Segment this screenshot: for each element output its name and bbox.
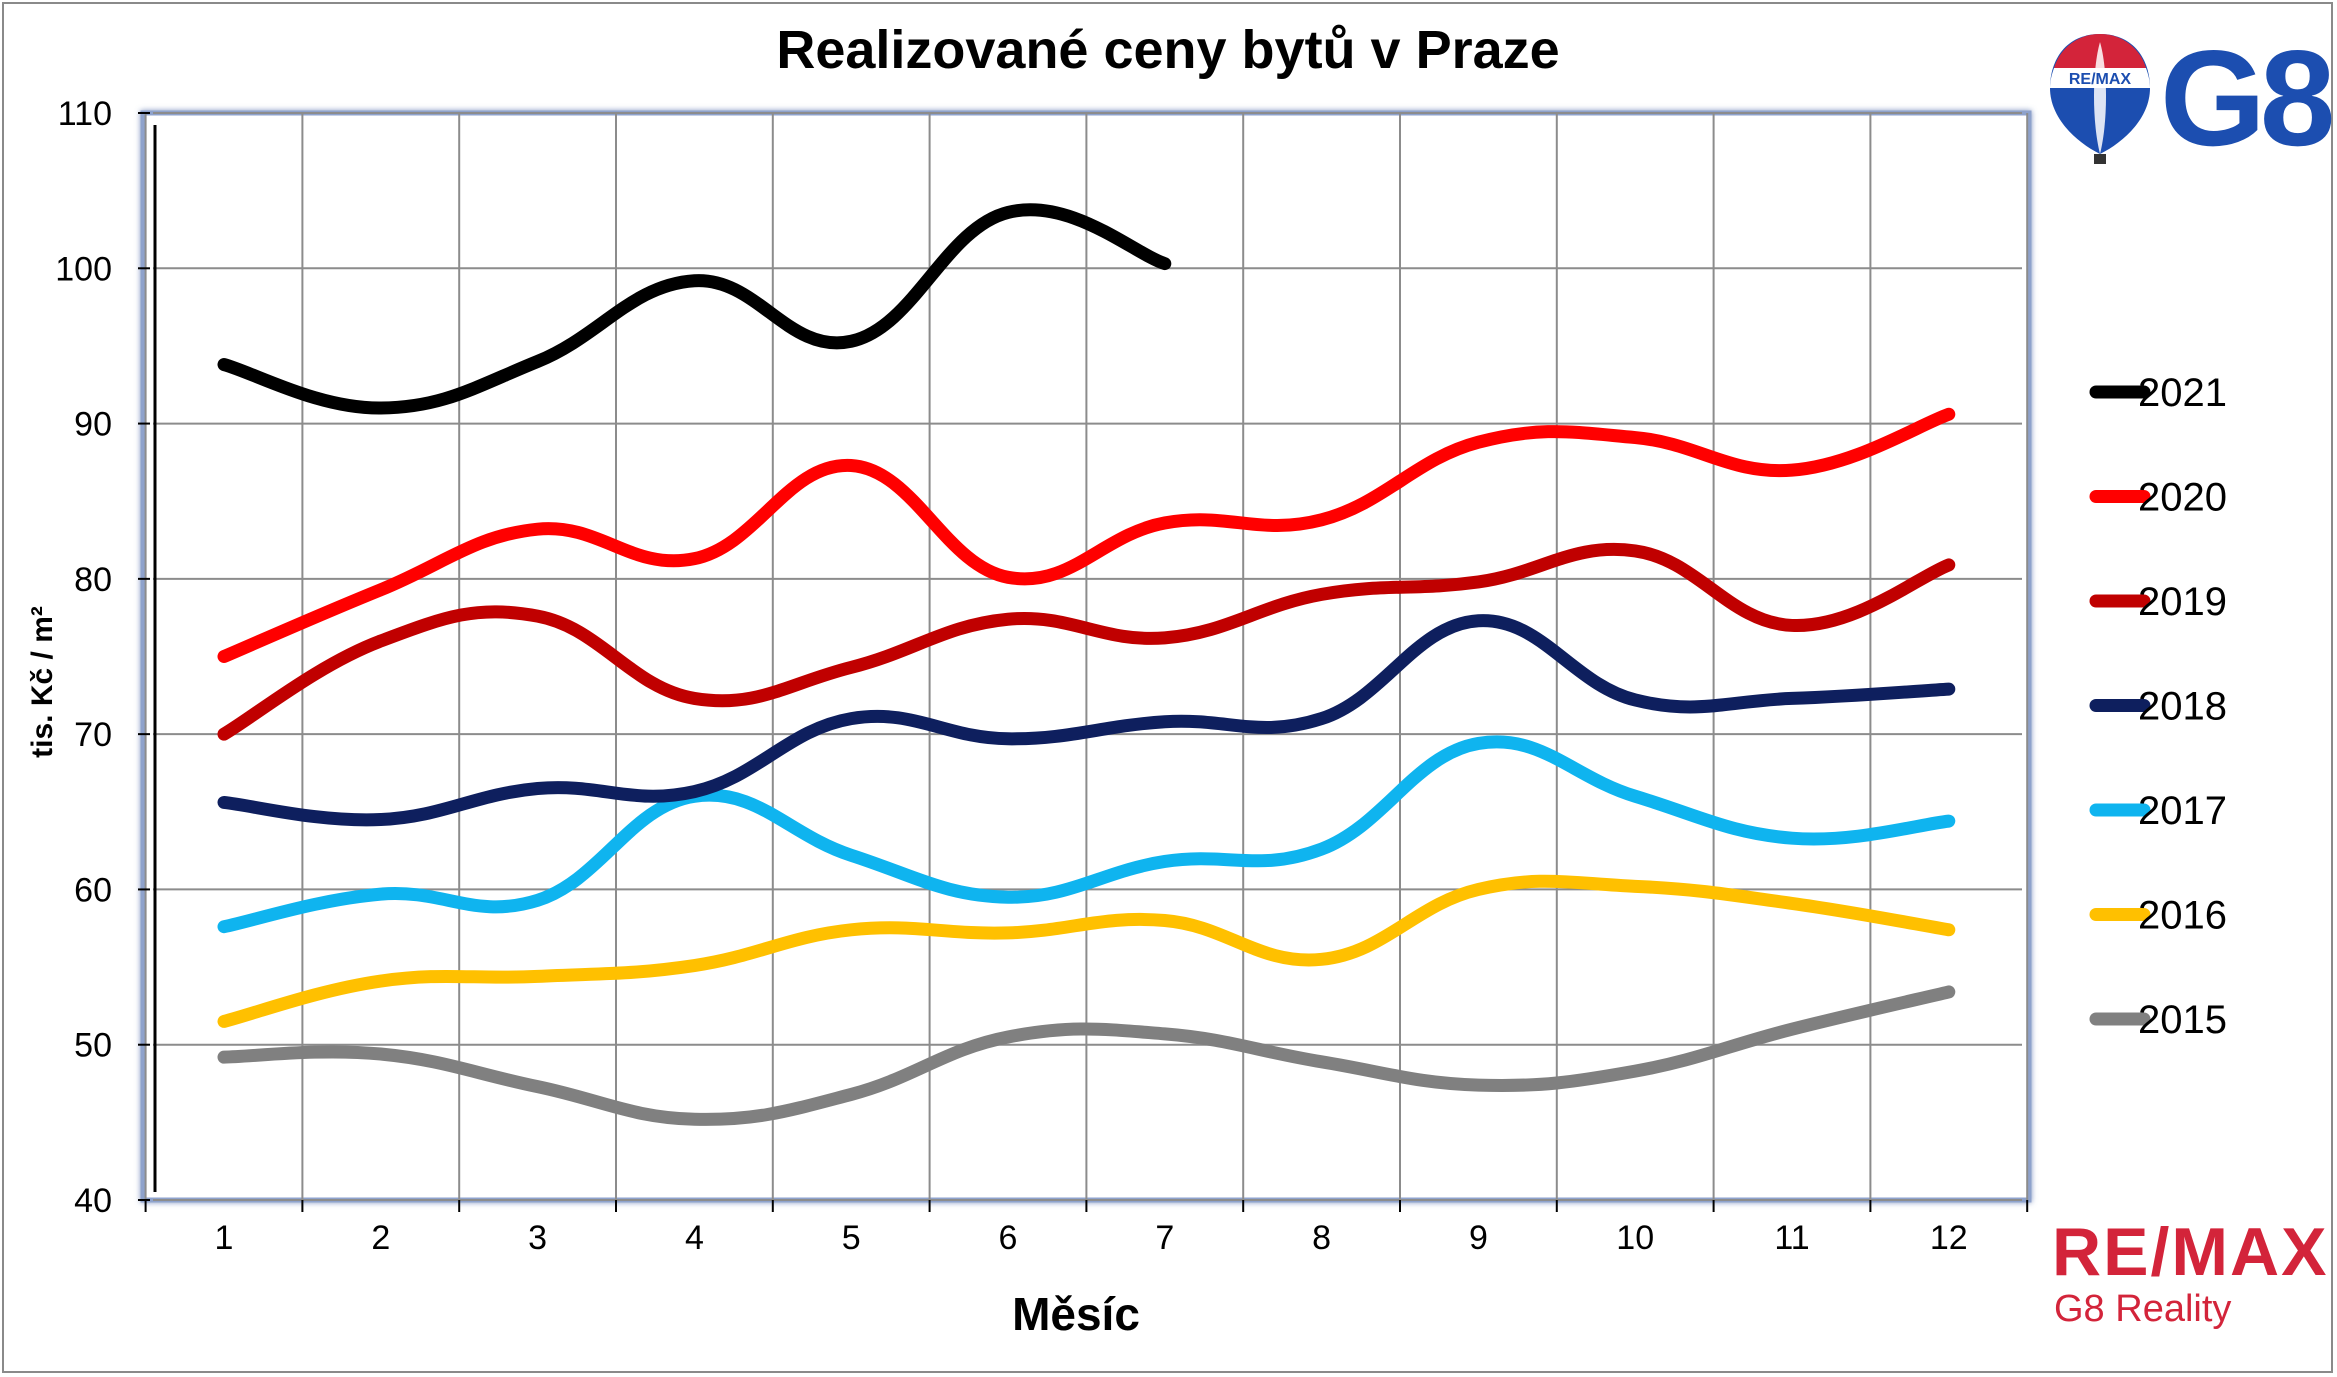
series-line-2021 — [217, 203, 1172, 415]
y-tick-label: 70 — [74, 716, 112, 754]
series-line-2020 — [217, 407, 1956, 663]
legend-label-2016: 2016 — [2138, 894, 2227, 938]
legend-label-2015: 2015 — [2138, 998, 2227, 1042]
series-line-2019 — [217, 542, 1956, 741]
balloon-logo-text: RE/MAX — [2069, 71, 2132, 88]
legend-label-2021: 2021 — [2138, 371, 2227, 415]
y-tick-label: 100 — [55, 250, 112, 288]
remax-wordmark: RE/MAX — [2052, 1214, 2329, 1290]
legend-label-2020: 2020 — [2138, 476, 2227, 520]
y-tick-label: 110 — [58, 95, 112, 133]
g8-reality-text: G8 Reality — [2054, 1288, 2232, 1330]
y-tick-label: 90 — [74, 406, 112, 444]
y-tick-label: 50 — [74, 1027, 112, 1065]
x-tick-label: 2 — [371, 1219, 390, 1257]
x-tick-label: 6 — [999, 1219, 1018, 1257]
series-line-2017 — [217, 735, 1956, 934]
x-tick-label: 12 — [1930, 1219, 1968, 1257]
x-tick-label: 9 — [1469, 1219, 1488, 1257]
x-tick-label: 7 — [1155, 1219, 1174, 1257]
y-tick-label: 60 — [74, 871, 112, 909]
series-line-2015 — [217, 985, 1956, 1126]
x-tick-label: 4 — [685, 1219, 704, 1257]
legend: 2021 2020 2019 2018 2017 2016 2015 — [2089, 371, 2227, 1042]
x-tick-label: 11 — [1774, 1219, 1809, 1257]
x-axis-label: Měsíc — [1012, 1288, 1140, 1340]
legend-label-2019: 2019 — [2138, 580, 2227, 624]
x-tick-label: 10 — [1616, 1219, 1654, 1257]
legend-label-2018: 2018 — [2138, 685, 2227, 729]
x-tick-label: 5 — [842, 1219, 861, 1257]
g8-logo-text: G8 — [2160, 22, 2335, 174]
balloon-icon: RE/MAX — [2050, 34, 2150, 164]
series-line-2016 — [217, 874, 1956, 1028]
y-axis-label: tis. Kč / m² — [26, 606, 59, 758]
series-line-2018 — [217, 614, 1956, 827]
chart-title: Realizované ceny bytů v Praze — [776, 20, 1559, 80]
series-lines — [217, 203, 1956, 1126]
x-tick-label: 8 — [1312, 1219, 1331, 1257]
y-tick-label: 40 — [74, 1182, 112, 1220]
x-tick-label: 1 — [215, 1219, 234, 1257]
legend-label-2017: 2017 — [2138, 789, 2227, 833]
remax-g8-logo: RE/MAX G8 — [2048, 28, 2335, 178]
y-tick-label: 80 — [74, 561, 112, 599]
remax-g8-reality-logo: RE/MAX G8 Reality — [2050, 1218, 2330, 1338]
x-tick-label: 3 — [528, 1219, 547, 1257]
